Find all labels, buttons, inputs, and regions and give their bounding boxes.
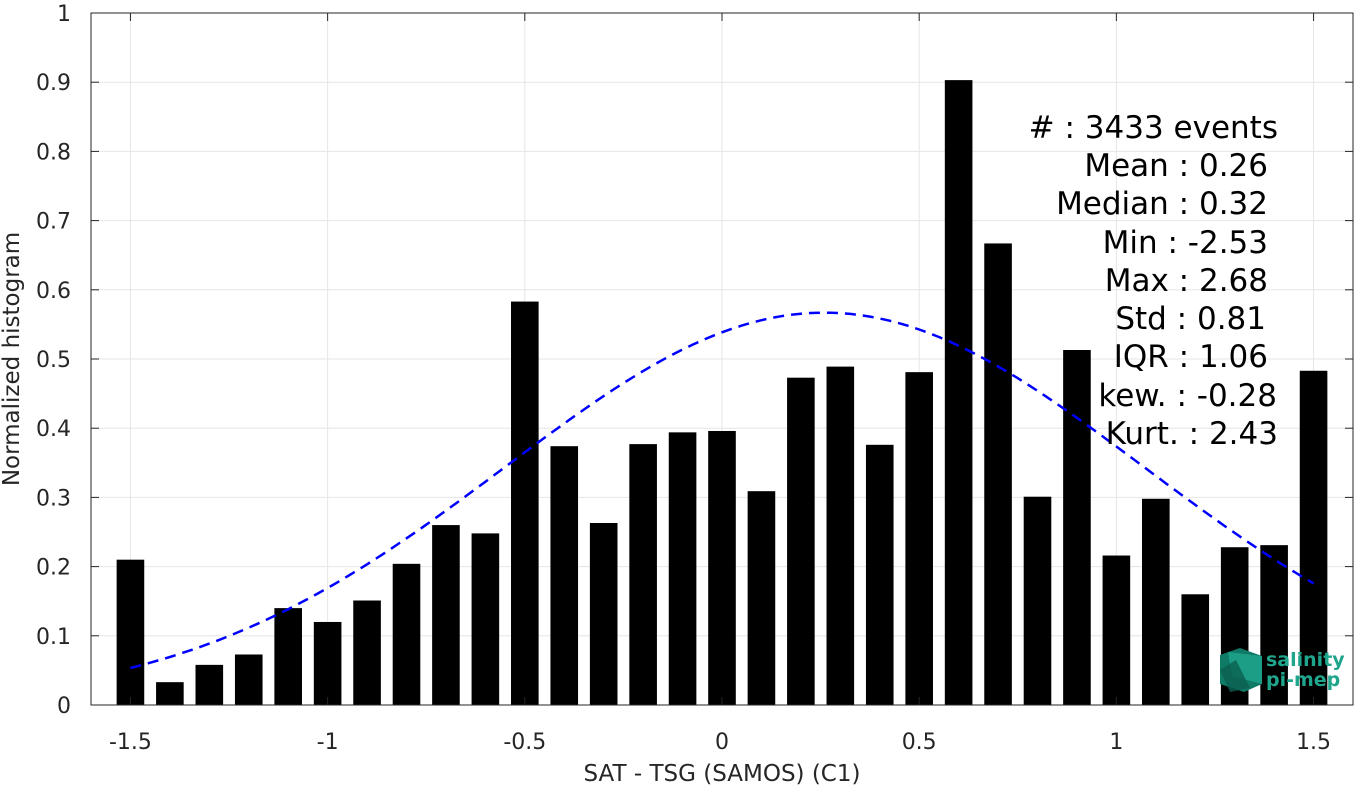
histogram-bar [1299, 370, 1328, 705]
x-axis-label: SAT - TSG (SAMOS) (C1) [584, 761, 861, 785]
stat-annotation: kew. : -0.28 [1098, 378, 1277, 414]
y-axis-label: Normalized histogram [0, 232, 25, 486]
y-tick-label: 0.3 [36, 486, 71, 511]
histogram-bar [432, 525, 460, 705]
bars [116, 80, 1328, 705]
x-tick-label: 0.5 [902, 730, 937, 755]
y-tick-label: 0.6 [36, 279, 71, 304]
y-tick-label: 0.7 [36, 210, 71, 235]
histogram-bar [944, 80, 973, 705]
stat-annotation: Min : -2.53 [1103, 225, 1268, 261]
y-tick-label: 0.1 [36, 625, 71, 650]
axis-ticks [91, 12, 1353, 706]
histogram-bar [865, 444, 894, 705]
histogram-bar [392, 563, 421, 705]
histogram-bar [511, 301, 539, 705]
histogram-bar [747, 491, 776, 705]
stat-annotation: Median : 0.32 [1056, 186, 1268, 222]
x-tick-labels: -1.5 -1 -0.5 0 0.5 1 1.5 [109, 730, 1331, 755]
histogram-bar [1142, 498, 1170, 705]
histogram-bar [353, 600, 381, 705]
histogram-bar [274, 608, 302, 705]
stat-annotation: Mean : 0.26 [1084, 148, 1268, 184]
histogram-bar [668, 432, 697, 705]
stat-annotation: Std : 0.81 [1115, 301, 1266, 337]
stat-annotation: IQR : 1.06 [1114, 339, 1268, 375]
y-tick-label: 0.9 [36, 71, 71, 96]
stat-annotation: Kurt. : 2.43 [1106, 416, 1278, 452]
histogram-bar [471, 533, 500, 705]
histogram-bar [1023, 496, 1052, 705]
y-tick-label: 0.5 [36, 348, 71, 373]
logo-text-line1: salinity [1266, 649, 1345, 671]
stat-annotation: # : 3433 events [1029, 110, 1278, 146]
histogram-bar [629, 444, 657, 705]
y-tick-labels: 0 0.1 0.2 0.3 0.4 0.5 0.6 0.7 0.8 0.9 1 [36, 2, 71, 719]
x-tick-label: -1 [317, 730, 339, 755]
x-tick-label: 0 [715, 730, 729, 755]
histogram-bar [905, 372, 933, 705]
histogram-bar [1181, 594, 1210, 705]
histogram-bar [313, 621, 342, 705]
logo-text-line2: pi-mep [1266, 669, 1340, 691]
histogram-bar [1260, 545, 1288, 705]
y-tick-label: 0 [57, 694, 71, 719]
y-tick-label: 0.8 [36, 140, 71, 165]
histogram-bar [234, 654, 263, 705]
histogram-bar [984, 243, 1012, 705]
normal-fit-curve [130, 311, 1315, 670]
histogram-bar [1063, 350, 1091, 705]
histogram-bar [1102, 555, 1131, 705]
histogram-bar [826, 366, 855, 705]
y-tick-label: 0.4 [36, 417, 71, 442]
y-tick-label: 0.2 [36, 556, 71, 581]
x-tick-label: 1.5 [1296, 730, 1331, 755]
histogram-bar [589, 523, 618, 705]
salinity-pimep-logo: salinity pi-mep [1220, 648, 1345, 692]
histogram-bar [550, 446, 579, 705]
x-tick-label: -0.5 [503, 730, 546, 755]
histogram-bar [787, 377, 815, 705]
logo-icon [1220, 648, 1262, 692]
stat-annotation: Max : 2.68 [1105, 263, 1268, 299]
y-tick-label: 1 [57, 2, 71, 27]
histogram-bar [116, 559, 145, 705]
histogram-bar [708, 430, 736, 705]
x-tick-label: -1.5 [109, 730, 152, 755]
histogram-bar [195, 664, 224, 705]
x-tick-label: 1 [1109, 730, 1123, 755]
histogram-bar [156, 682, 184, 705]
